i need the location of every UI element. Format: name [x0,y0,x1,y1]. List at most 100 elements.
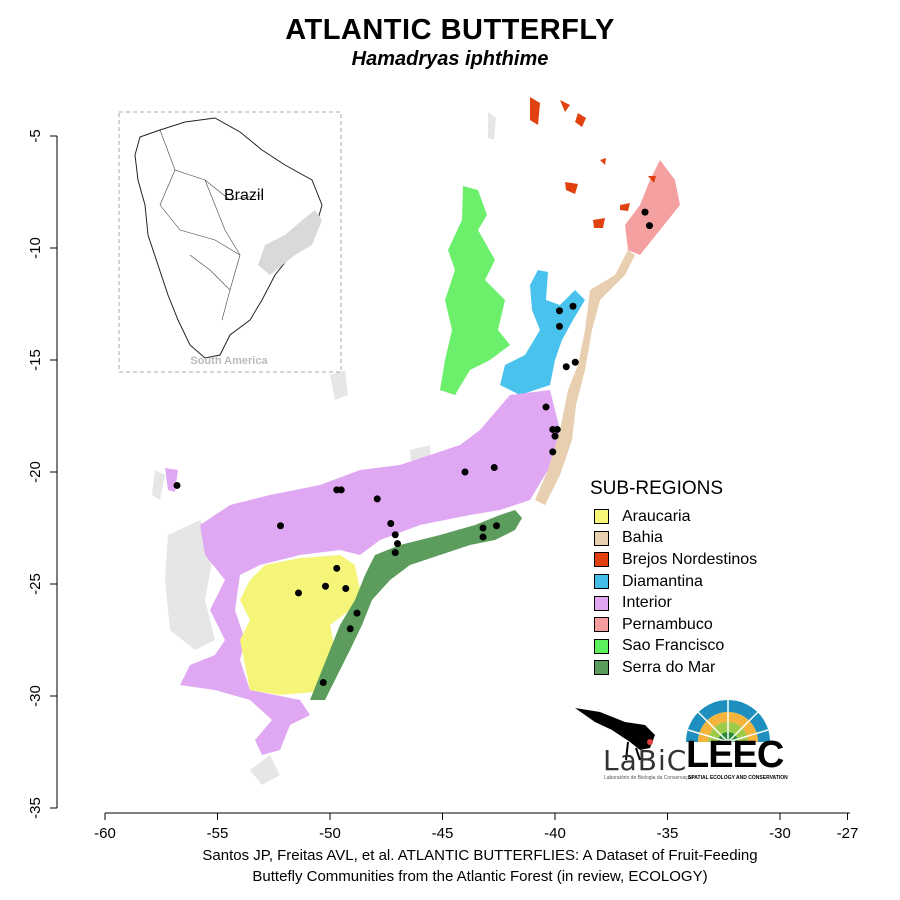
occurrence-point [295,589,302,597]
legend-item: Interior [590,592,757,614]
x-tick-label: -45 [432,825,454,842]
legend-swatch [594,530,609,546]
inset-region-label: South America [190,355,268,367]
legend-swatch [594,660,609,676]
labic-logo-subtext: Laboratório de Biologia da Conservação [604,775,694,781]
citation-line-1: Santos JP, Freitas AVL, et al. ATLANTIC … [202,847,758,864]
region-brejos [530,97,656,228]
occurrence-point [562,363,570,371]
region-bahia [535,250,635,505]
occurrence-point [353,609,361,617]
occurrence-point [391,531,399,539]
legend-label: Serra do Mar [622,658,716,676]
y-tick-label: -10 [27,237,44,259]
citation-caption: Santos JP, Freitas AVL, et al. ATLANTIC … [0,845,900,887]
x-tick-label: -27 [837,825,859,842]
region-pernambuco [625,160,680,255]
occurrence-point [337,486,345,494]
occurrence-point [646,222,653,230]
leec-logo-text: LEEC [686,734,784,776]
background-land [152,112,496,785]
occurrence-point [490,464,498,472]
labic-logo-text: LaBiC [603,744,688,777]
legend-item: Serra do Mar [590,657,757,679]
occurrence-point [549,448,557,456]
region-diamantina [500,270,585,395]
legend-swatch [594,595,609,611]
x-tick-label: -60 [94,825,116,842]
inset-atlantic-forest [258,210,322,275]
occurrence-point [542,403,550,411]
legend-title: SUB-REGIONS [590,478,724,499]
occurrence-point [277,522,284,530]
y-tick-label: -30 [27,685,44,707]
legend-swatch [594,552,609,568]
inset-map: Brazil South America [118,111,342,373]
map-subtitle: Hamadryas iphthime [351,48,549,70]
legend-swatch [594,574,609,590]
occurrence-points [173,208,653,687]
occurrence-point [342,584,350,592]
occurrence-point [373,495,381,503]
legend-label: Araucaria [622,507,691,525]
legend-item: Bahia [590,528,757,550]
legend-item: Araucaria [590,506,757,528]
occurrence-point [387,520,395,528]
legend-item: Brejos Nordestinos [590,549,757,571]
occurrence-point [394,540,401,548]
occurrence-point [479,533,487,541]
y-tick-label: -5 [27,129,44,142]
occurrence-point [333,564,341,572]
legend-items: Araucaria Bahia Brejos Nordestinos Diamanti… [590,506,757,679]
leec-logo-subtext: SPATIAL ECOLOGY AND CONSERVATION [688,775,788,781]
labic-bird-icon [575,708,655,761]
legend: SUB-REGIONS Araucaria Bahia Brejos Nordest… [590,478,757,679]
occurrence-point [641,208,649,216]
occurrence-point [346,625,354,633]
occurrence-point [461,468,469,476]
citation-line-2: Buttefly Communities from the Atlantic F… [252,868,708,885]
occurrence-point [556,322,563,330]
occurrence-point [571,358,579,366]
x-tick-label: -40 [544,825,566,842]
map-title: ATLANTIC BUTTERFLY [285,14,615,46]
inset-brazil-label: Brazil [224,187,264,204]
occurrence-point [493,522,500,530]
region-serra-do-mar [310,510,522,700]
x-tick-label: -50 [319,825,341,842]
legend-item: Pernambuco [590,614,757,636]
legend-swatch [594,638,609,654]
legend-label: Interior [622,594,672,612]
inset-continent-outline [134,117,323,359]
legend-item: Sao Francisco [590,636,757,658]
y-tick-label: -15 [27,349,44,371]
occurrence-point [479,524,487,532]
occurrence-point [551,432,559,440]
occurrence-point [173,481,181,489]
occurrence-point [556,307,563,315]
occurrence-point [322,582,329,590]
y-tick-label: -20 [27,461,44,483]
y-tick-label: -35 [27,797,44,819]
legend-label: Pernambuco [622,615,713,633]
x-tick-label: -35 [657,825,679,842]
legend-label: Bahia [622,529,663,547]
legend-swatch [594,617,609,633]
x-tick-label: -55 [207,825,229,842]
legend-item: Diamantina [590,571,757,593]
legend-label: Sao Francisco [622,637,725,655]
region-interior [165,390,560,755]
y-axis-ticks: -5 -10 -15 -20 -25 -30 -35 [27,129,57,819]
y-tick-label: -25 [27,573,44,595]
region-sao-francisco [440,186,510,395]
occurrence-point [569,302,577,310]
legend-swatch [594,509,609,525]
x-tick-label: -30 [769,825,791,842]
leec-fan-icon [686,700,770,743]
occurrence-point [319,679,327,687]
occurrence-point [391,549,399,557]
occurrence-point [553,425,561,433]
legend-label: Diamantina [622,572,703,590]
legend-label: Brejos Nordestinos [622,550,758,568]
